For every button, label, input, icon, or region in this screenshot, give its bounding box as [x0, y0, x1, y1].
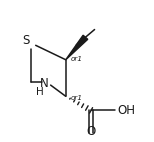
Text: OH: OH [118, 104, 136, 117]
Text: S: S [22, 34, 29, 47]
Text: or1: or1 [71, 56, 83, 62]
Text: or1: or1 [71, 95, 83, 101]
Text: N: N [40, 77, 48, 90]
Text: H: H [36, 87, 44, 97]
Text: O: O [86, 126, 96, 138]
Polygon shape [66, 35, 88, 60]
